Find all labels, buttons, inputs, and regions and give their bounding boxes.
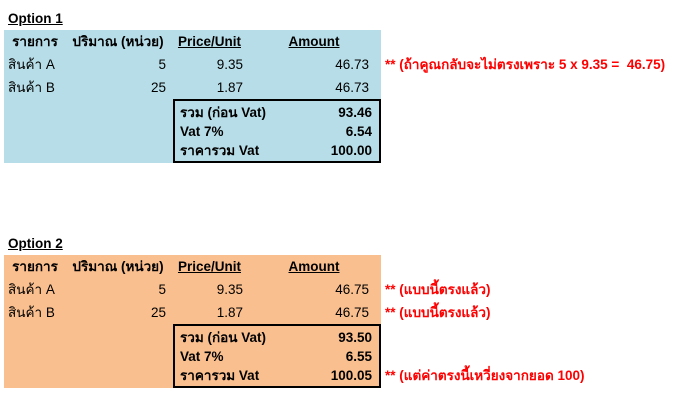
option2-total-annotation: ** (แต่ค่าตรงนี้เหวี่ยงจากยอด 100) xyxy=(385,368,585,383)
summary-row: Vat 7% 6.54 xyxy=(175,123,379,139)
option1-rowB-amount: 46.73 xyxy=(335,80,369,95)
option2-total-value: 100.05 xyxy=(330,367,372,383)
option1-col-header-amount: Amount xyxy=(288,34,340,49)
option2-header-row: รายการ ปริมาณ (หน่วย) Price/Unit Amount xyxy=(4,255,381,278)
option1-rowA-price: 9.35 xyxy=(216,57,243,72)
option2-col-header-amount: Amount xyxy=(288,259,340,274)
summary-row: ราคารวม Vat 100.00 xyxy=(175,139,379,161)
option2-title: Option 2 xyxy=(8,236,63,251)
table-row: สินค้า A 5 9.35 46.75 xyxy=(4,278,381,301)
option2-total-label: ราคารวม Vat xyxy=(180,368,260,383)
option1-col-header-item: รายการ xyxy=(12,34,58,49)
option1-rowB-item: สินค้า B xyxy=(8,80,55,95)
option2-col-header-item: รายการ xyxy=(12,259,58,274)
option1-col-header-qty: ปริมาณ (หน่วย) xyxy=(72,34,164,49)
option2-vat-value: 6.55 xyxy=(345,348,372,364)
option2-rowA-annotation: ** (แบบนี้ตรงแล้ว) xyxy=(385,282,491,297)
summary-row: รวม (ก่อน Vat) 93.46 xyxy=(175,101,379,123)
option2-rowA-item: สินค้า A xyxy=(8,282,55,297)
option1-rowB-price: 1.87 xyxy=(216,80,243,95)
option1-header-row: รายการ ปริมาณ (หน่วย) Price/Unit Amount xyxy=(4,30,381,53)
option2-col-header-price: Price/Unit xyxy=(177,259,241,274)
summary-row: รวม (ก่อน Vat) 93.50 xyxy=(175,326,379,348)
option1-summary-box: รวม (ก่อน Vat) 93.46 Vat 7% 6.54 ราคารวม… xyxy=(173,99,381,163)
option1-vat-label: Vat 7% xyxy=(180,123,224,139)
option2-subtotal-value: 93.50 xyxy=(338,329,372,345)
option2-rowB-item: สินค้า B xyxy=(8,305,55,320)
option2-summary-box: รวม (ก่อน Vat) 93.50 Vat 7% 6.55 ราคารวม… xyxy=(173,324,381,388)
option2-rowA-qty: 5 xyxy=(158,282,166,297)
option1-table: รายการ ปริมาณ (หน่วย) Price/Unit Amount … xyxy=(4,30,381,163)
option2-rowB-qty: 25 xyxy=(150,305,166,320)
option2-subtotal-label: รวม (ก่อน Vat) xyxy=(180,330,266,345)
option2-rowA-price: 9.35 xyxy=(216,282,243,297)
option2-rowA-amount: 46.75 xyxy=(335,282,369,297)
option1-rowA-amount: 46.73 xyxy=(335,57,369,72)
option2-table: รายการ ปริมาณ (หน่วย) Price/Unit Amount … xyxy=(4,255,381,388)
option1-col-header-price: Price/Unit xyxy=(177,34,241,49)
table-row: สินค้า A 5 9.35 46.73 xyxy=(4,53,381,76)
option1-rowA-qty: 5 xyxy=(158,57,166,72)
summary-row: Vat 7% 6.55 xyxy=(175,348,379,364)
option1-vat-value: 6.54 xyxy=(345,123,372,139)
option1-rowA-annotation: ** (ถ้าคูณกลับจะไม่ตรงเพราะ 5 x 9.35 = 4… xyxy=(385,57,666,72)
option2-rowB-amount: 46.75 xyxy=(335,305,369,320)
summary-row: ราคารวม Vat 100.05 xyxy=(175,364,379,386)
option1-title: Option 1 xyxy=(8,11,63,26)
option2-col-header-qty: ปริมาณ (หน่วย) xyxy=(72,259,164,274)
option1-subtotal-label: รวม (ก่อน Vat) xyxy=(180,105,266,120)
option1-total-label: ราคารวม Vat xyxy=(180,143,260,158)
table-row: สินค้า B 25 1.87 46.75 xyxy=(4,301,381,324)
option2-vat-label: Vat 7% xyxy=(180,348,224,364)
option1-total-value: 100.00 xyxy=(330,142,372,158)
option1-rowB-qty: 25 xyxy=(150,80,166,95)
option2-rowB-annotation: ** (แบบนี้ตรงแล้ว) xyxy=(385,305,491,320)
option1-rowA-item: สินค้า A xyxy=(8,57,55,72)
option2-rowB-price: 1.87 xyxy=(216,305,243,320)
table-row: สินค้า B 25 1.87 46.73 xyxy=(4,76,381,99)
option1-subtotal-value: 93.46 xyxy=(338,104,372,120)
